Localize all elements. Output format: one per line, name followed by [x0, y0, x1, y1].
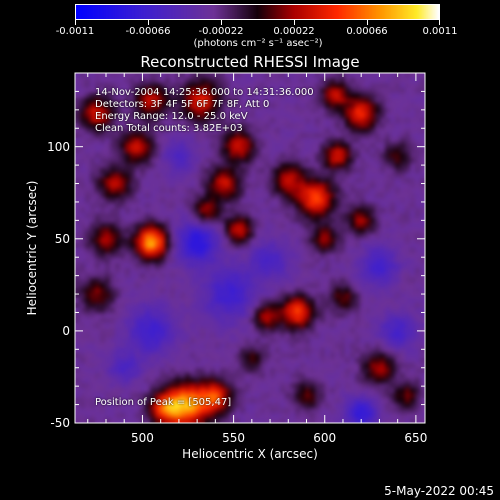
- colorbar-tick: [367, 20, 368, 25]
- colorbar-tick: [294, 20, 295, 25]
- colorbar-tick-label: 0.00022: [273, 26, 315, 37]
- timestamp: 5-May-2022 00:45: [384, 484, 494, 498]
- x-tick-label: 650: [404, 431, 428, 445]
- colorbar-tick-label: -0.00066: [125, 26, 171, 37]
- colorbar: [75, 4, 440, 20]
- plot-frame: [74, 72, 426, 424]
- heatmap-image: [75, 73, 425, 423]
- clean-counts-annotation: Clean Total counts: 3.82E+03: [95, 123, 243, 134]
- y-tick-label: 50: [54, 231, 70, 246]
- y-tick-label: -50: [50, 416, 70, 430]
- colorbar-tick-label: -0.0011: [55, 26, 95, 37]
- y-tick-label: 100: [47, 139, 70, 154]
- y-axis-label: Heliocentric Y (arcsec): [25, 180, 39, 316]
- colorbar-tick: [75, 20, 76, 25]
- x-tick-label: 600: [313, 431, 337, 445]
- x-tick-label: 500: [130, 431, 154, 445]
- y-tick-label: 0: [62, 323, 70, 338]
- colorbar-tick-label: 0.00066: [346, 26, 388, 37]
- peak-position-annotation: Position of Peak = [505,47]: [95, 397, 232, 408]
- energy-range-annotation: Energy Range: 12.0 - 25.0 keV: [95, 111, 248, 122]
- detectors-annotation: Detectors: 3F 4F 5F 6F 7F 8F, Att 0: [95, 99, 270, 110]
- chart-title: Reconstructed RHESSI Image: [140, 53, 360, 71]
- time-range-annotation: 14-Nov-2004 14:25:36.000 to 14:31:36.000: [95, 87, 314, 98]
- colorbar-tick-label: -0.00022: [198, 26, 244, 37]
- x-tick-label: 550: [222, 431, 246, 445]
- colorbar-units: (photons cm⁻² s⁻¹ asec⁻²): [193, 38, 323, 49]
- x-axis-label: Heliocentric X (arcsec): [182, 447, 318, 461]
- colorbar-tick: [148, 20, 149, 25]
- colorbar-tick: [221, 20, 222, 25]
- colorbar-tick-label: 0.0011: [422, 26, 458, 37]
- colorbar-tick: [439, 20, 440, 25]
